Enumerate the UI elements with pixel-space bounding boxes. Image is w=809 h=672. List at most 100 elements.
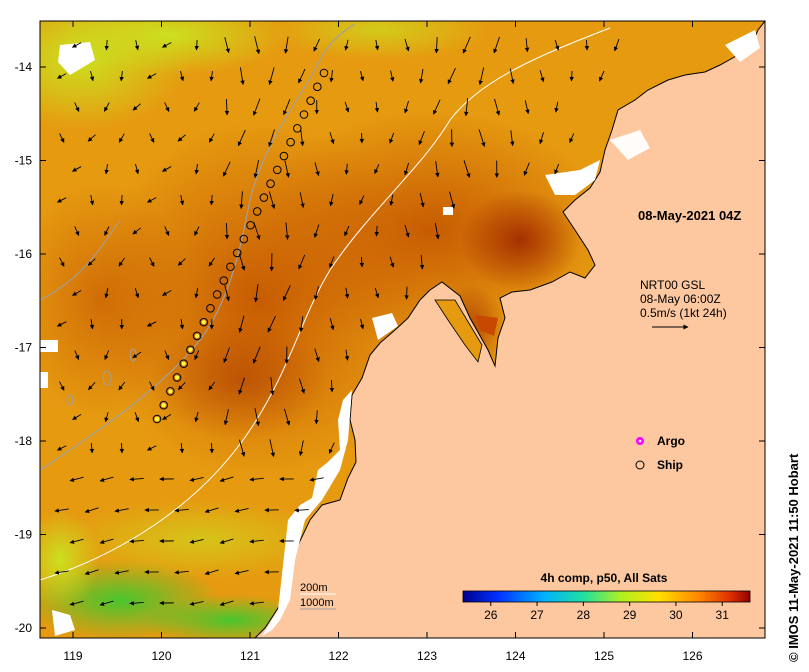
- current-vector: [539, 132, 544, 145]
- current-vector: [299, 316, 304, 333]
- current-vector: [270, 377, 275, 396]
- lat-tick-label: -19: [15, 528, 33, 542]
- current-vector: [56, 197, 67, 203]
- current-vector: [129, 476, 144, 482]
- current-vector: [204, 569, 219, 576]
- current-vector: [294, 507, 309, 513]
- current-vector: [72, 290, 82, 296]
- current-vector: [224, 37, 230, 54]
- current-vector: [177, 258, 186, 266]
- current-vector: [359, 256, 365, 268]
- current-vector: [88, 382, 96, 390]
- current-vector: [389, 132, 395, 144]
- current-vector: [164, 226, 170, 236]
- lat-tick-label: -17: [15, 341, 33, 355]
- current-vector: [239, 67, 245, 85]
- current-vector: [418, 131, 425, 146]
- current-vector: [194, 163, 199, 175]
- current-vector: [74, 102, 80, 112]
- colorbar-tick-label: 31: [716, 608, 730, 622]
- current-vector: [554, 163, 560, 175]
- current-vector: [404, 38, 410, 52]
- current-vector: [194, 288, 199, 299]
- ship-track-point: [159, 400, 168, 410]
- argo-marker-icon: [636, 437, 644, 445]
- sst-field: [40, 21, 765, 638]
- colorbar-title: 4h comp, p50, All Sats: [541, 571, 668, 585]
- current-vector: [56, 73, 67, 79]
- ship-marker-icon: [635, 460, 645, 470]
- current-vector: [313, 224, 320, 238]
- current-vector: [539, 70, 545, 83]
- current-vector: [84, 507, 99, 514]
- current-vector: [146, 321, 157, 327]
- current-vector: [314, 410, 319, 425]
- ship-track-point: [299, 110, 309, 119]
- current-vector: [434, 223, 440, 240]
- current-vector: [87, 134, 96, 142]
- lat-tick-label: -16: [15, 247, 33, 261]
- current-vector: [435, 160, 440, 178]
- current-vector: [253, 222, 261, 240]
- ship-track-point: [186, 345, 195, 355]
- current-vector: [359, 195, 365, 205]
- current-vector: [104, 288, 109, 299]
- current-vector: [569, 70, 574, 82]
- current-vector: [298, 254, 306, 270]
- current-vector: [208, 381, 216, 391]
- current-vector: [204, 507, 219, 514]
- lon-tick-label: 126: [682, 649, 702, 663]
- current-vector: [613, 38, 620, 52]
- current-source-label: NRT00 GSL: [640, 278, 705, 292]
- current-vector: [59, 133, 65, 143]
- current-vector: [249, 539, 264, 544]
- current-vector: [104, 350, 110, 361]
- current-vector: [298, 378, 306, 394]
- current-vector: [72, 166, 82, 172]
- lon-tick-label: 122: [328, 649, 348, 663]
- lat-tick-label: -18: [15, 434, 33, 448]
- current-vector: [344, 349, 350, 361]
- current-vector: [119, 70, 124, 82]
- current-vector: [99, 600, 114, 606]
- ship-track-point: [212, 290, 222, 299]
- current-vector: [344, 287, 350, 299]
- current-vector: [193, 102, 200, 112]
- current-vector: [298, 68, 306, 84]
- current-vector: [374, 225, 379, 237]
- lon-tick-label: 120: [151, 649, 171, 663]
- current-vector: [509, 68, 515, 84]
- current-vector: [89, 318, 95, 330]
- current-vector: [87, 258, 96, 266]
- current-vector: [462, 36, 471, 54]
- latitude-axis: -14 -15 -16 -17 -18 -19 -20: [15, 60, 765, 635]
- current-vector: [177, 134, 186, 142]
- current-vector: [149, 133, 155, 143]
- current-vector: [162, 166, 172, 172]
- current-vector: [99, 476, 114, 482]
- current-vector: [132, 227, 142, 235]
- legend-ship-label: Ship: [657, 458, 683, 472]
- current-vector: [359, 71, 365, 82]
- current-vector: [134, 164, 140, 175]
- current-vector: [314, 348, 320, 362]
- current-vector: [118, 133, 125, 143]
- current-time-label: 08-May 06:00Z: [640, 292, 721, 306]
- ship-track: [152, 68, 329, 424]
- current-vector: [194, 350, 200, 361]
- current-vector: [283, 98, 291, 116]
- current-vector: [252, 346, 261, 364]
- current-vector: [329, 379, 335, 393]
- ship-track-point: [199, 317, 209, 327]
- current-vector: [104, 163, 109, 175]
- current-vector: [179, 318, 185, 330]
- current-vector: [103, 102, 110, 112]
- current-vector: [174, 570, 189, 575]
- current-vectors: [54, 36, 620, 607]
- ship-track-point: [279, 151, 289, 161]
- ship-track-point: [313, 82, 322, 92]
- current-vector: [329, 194, 334, 207]
- current-vector: [149, 381, 155, 391]
- ship-track-point: [246, 220, 255, 230]
